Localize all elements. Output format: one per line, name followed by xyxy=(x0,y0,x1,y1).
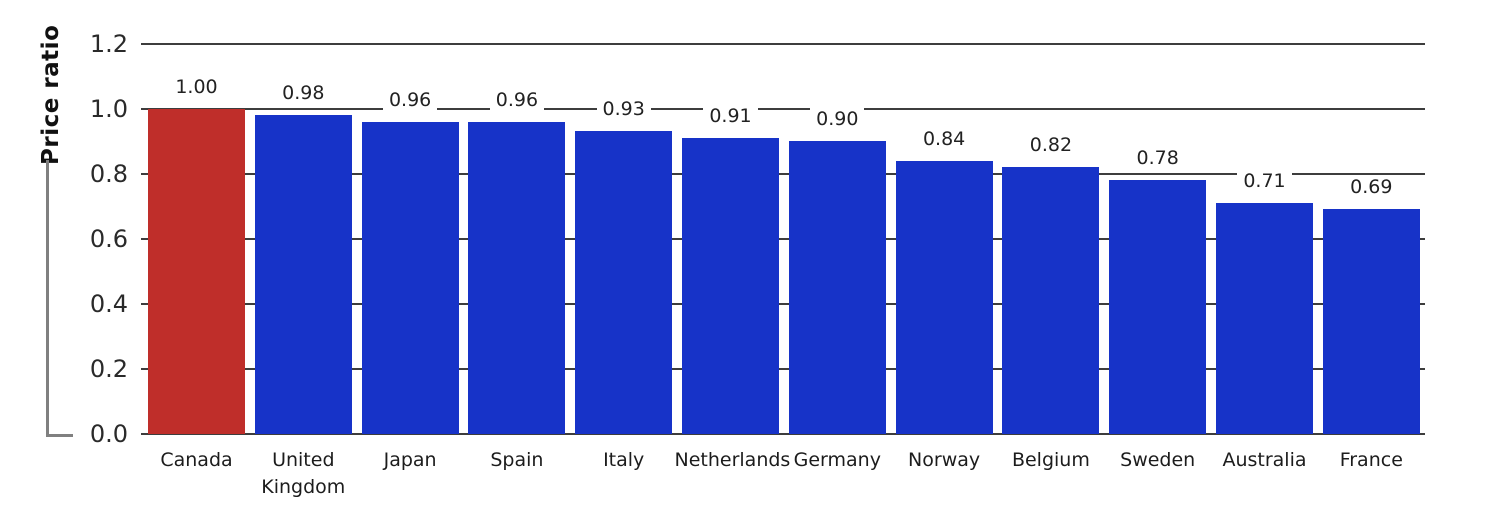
y-tick-label: 1.2 xyxy=(89,29,128,58)
bar-value-label: 0.98 xyxy=(258,82,348,104)
x-tick-label: Japan xyxy=(383,449,437,471)
x-tick-label: United Kingdom xyxy=(261,449,346,498)
bar-value-label: 0.93 xyxy=(579,98,669,121)
bar-japan xyxy=(361,121,459,434)
bar-value-label: 1.00 xyxy=(152,75,242,98)
x-tick-label: Spain xyxy=(490,449,544,471)
bar-norway xyxy=(895,160,993,434)
gridline-0.0 xyxy=(141,432,1425,435)
x-tick-label: Germany xyxy=(793,449,881,471)
bar-sweden xyxy=(1109,180,1207,434)
x-tick-label: Netherlands xyxy=(674,449,791,471)
bar-value-label: 0.71 xyxy=(1220,169,1310,192)
gridline-0.8 xyxy=(141,172,1425,175)
bar-belgium xyxy=(1002,167,1100,434)
gridline-0.6 xyxy=(141,237,1425,240)
bar-value-label: 0.82 xyxy=(1006,134,1096,156)
bar-italy xyxy=(575,131,673,434)
bar-value-label: 0.96 xyxy=(472,88,562,111)
gridline-1.2 xyxy=(141,42,1425,45)
x-tick-label: Italy xyxy=(603,449,645,471)
bar-value-label: 0.91 xyxy=(686,104,776,127)
y-tick-label: 0.8 xyxy=(89,159,128,188)
bar-united-kingdom xyxy=(254,115,352,434)
bar-value-label: 0.90 xyxy=(792,108,882,130)
bar-france xyxy=(1322,209,1420,434)
bar-netherlands xyxy=(682,137,779,434)
x-tick-label: France xyxy=(1339,449,1403,471)
y-tick-label: 0.0 xyxy=(89,419,128,448)
x-tick-label: Sweden xyxy=(1120,449,1196,471)
gridline-0.4 xyxy=(141,302,1425,305)
bar-spain xyxy=(468,121,566,434)
x-tick-label: Belgium xyxy=(1011,449,1090,471)
bar-germany xyxy=(788,141,886,434)
bar-value-label: 0.84 xyxy=(899,127,989,150)
x-tick-label: Canada xyxy=(160,449,233,471)
gridline-0.2 xyxy=(141,367,1425,370)
y-axis-spine-foot xyxy=(46,434,73,437)
x-tick-label: Norway xyxy=(908,449,981,471)
bar-australia xyxy=(1216,202,1313,434)
x-tick-label: Australia xyxy=(1222,449,1307,471)
y-tick-label: 0.4 xyxy=(89,289,128,318)
y-tick-label: 0.6 xyxy=(89,224,128,253)
y-axis-spine xyxy=(46,160,49,437)
bar-canada xyxy=(148,108,245,434)
gridline-1.0 xyxy=(141,107,1425,110)
bar-value-label: 0.78 xyxy=(1113,147,1203,169)
y-tick-label: 0.2 xyxy=(89,354,128,383)
y-tick-label: 1.0 xyxy=(89,94,128,123)
bar-value-label: 0.69 xyxy=(1326,176,1416,199)
bar-value-label: 0.96 xyxy=(365,88,455,111)
